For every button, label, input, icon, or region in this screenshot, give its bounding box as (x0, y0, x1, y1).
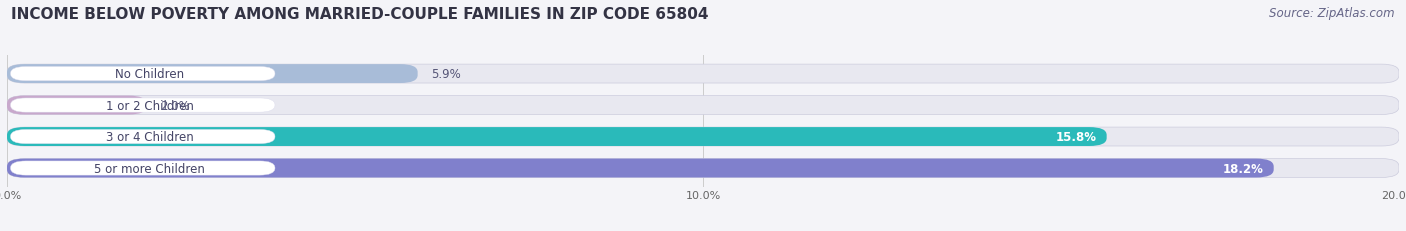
Text: INCOME BELOW POVERTY AMONG MARRIED-COUPLE FAMILIES IN ZIP CODE 65804: INCOME BELOW POVERTY AMONG MARRIED-COUPL… (11, 7, 709, 22)
FancyBboxPatch shape (7, 96, 1399, 115)
FancyBboxPatch shape (10, 99, 276, 113)
FancyBboxPatch shape (7, 65, 1399, 84)
FancyBboxPatch shape (7, 65, 418, 84)
FancyBboxPatch shape (7, 159, 1399, 178)
FancyBboxPatch shape (7, 159, 1274, 178)
FancyBboxPatch shape (10, 130, 276, 144)
Text: 2.0%: 2.0% (160, 99, 190, 112)
Text: 5 or more Children: 5 or more Children (94, 162, 205, 175)
FancyBboxPatch shape (7, 128, 1399, 146)
Text: 18.2%: 18.2% (1222, 162, 1263, 175)
FancyBboxPatch shape (10, 67, 276, 81)
FancyBboxPatch shape (7, 128, 1107, 146)
Text: 3 or 4 Children: 3 or 4 Children (105, 131, 194, 143)
Text: 5.9%: 5.9% (432, 68, 461, 81)
Text: 15.8%: 15.8% (1056, 131, 1097, 143)
FancyBboxPatch shape (7, 96, 146, 115)
Text: No Children: No Children (115, 68, 184, 81)
Text: 1 or 2 Children: 1 or 2 Children (105, 99, 194, 112)
FancyBboxPatch shape (10, 161, 276, 175)
Text: Source: ZipAtlas.com: Source: ZipAtlas.com (1270, 7, 1395, 20)
